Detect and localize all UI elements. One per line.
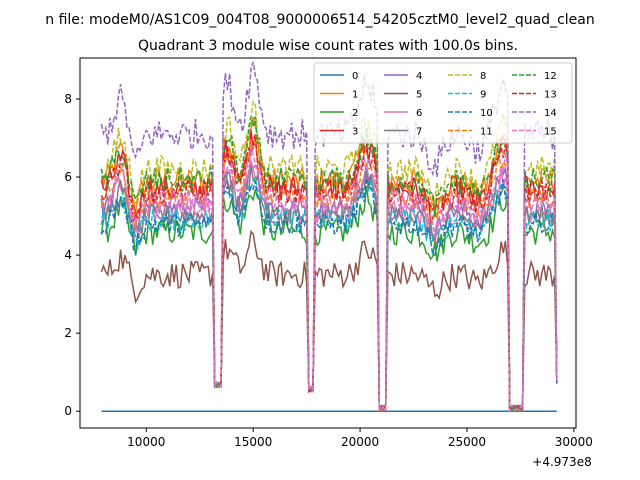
legend-label: 3 bbox=[352, 127, 358, 138]
y-tick-label: 0 bbox=[64, 404, 72, 418]
legend-label: 15 bbox=[544, 127, 557, 138]
series-line-5 bbox=[100, 229, 558, 413]
legend-label: 12 bbox=[544, 71, 557, 82]
figure-suptitle: n file: modeM0/AS1C09_004T08_9000006514_… bbox=[45, 12, 594, 28]
x-tick-label: 25000 bbox=[448, 435, 486, 449]
y-tick-label: 6 bbox=[64, 170, 72, 184]
legend-label: 1 bbox=[352, 90, 358, 101]
series-line-12 bbox=[100, 116, 558, 412]
legend-label: 7 bbox=[416, 127, 422, 138]
legend-label: 4 bbox=[416, 71, 422, 82]
legend-label: 9 bbox=[480, 90, 486, 101]
x-offset-label: +4.973e8 bbox=[532, 455, 591, 469]
y-tick-label: 2 bbox=[64, 326, 72, 340]
legend-label: 0 bbox=[352, 71, 358, 82]
legend-label: 10 bbox=[480, 108, 493, 119]
series-line-9 bbox=[100, 176, 558, 412]
x-tick-label: 15000 bbox=[234, 435, 272, 449]
legend-label: 13 bbox=[544, 90, 557, 101]
y-tick-label: 4 bbox=[64, 248, 72, 262]
series-line-15 bbox=[100, 145, 558, 414]
legend-label: 5 bbox=[416, 90, 422, 101]
series-line-6 bbox=[101, 160, 558, 413]
y-axis: 0 2 4 6 8 bbox=[64, 92, 80, 418]
plot-area-frame bbox=[79, 57, 577, 429]
series-line-13 bbox=[100, 134, 558, 412]
series-line-14 bbox=[100, 61, 558, 413]
x-tick-label: 30000 bbox=[555, 435, 593, 449]
legend-box bbox=[313, 62, 573, 144]
series-layer bbox=[100, 61, 558, 414]
series-line-10 bbox=[100, 178, 558, 410]
legend-label: 14 bbox=[544, 108, 557, 119]
legend-label: 8 bbox=[480, 71, 486, 82]
legend-label: 2 bbox=[352, 108, 358, 119]
y-tick-label: 8 bbox=[64, 92, 72, 106]
x-axis: 10000 15000 20000 25000 30000 bbox=[127, 428, 593, 449]
legend-label: 6 bbox=[416, 108, 422, 119]
legend-label: 11 bbox=[480, 127, 493, 138]
x-tick-label: 10000 bbox=[127, 435, 165, 449]
x-tick-label: 20000 bbox=[341, 435, 379, 449]
chart-title: Quadrant 3 module wise count rates with … bbox=[138, 38, 518, 54]
